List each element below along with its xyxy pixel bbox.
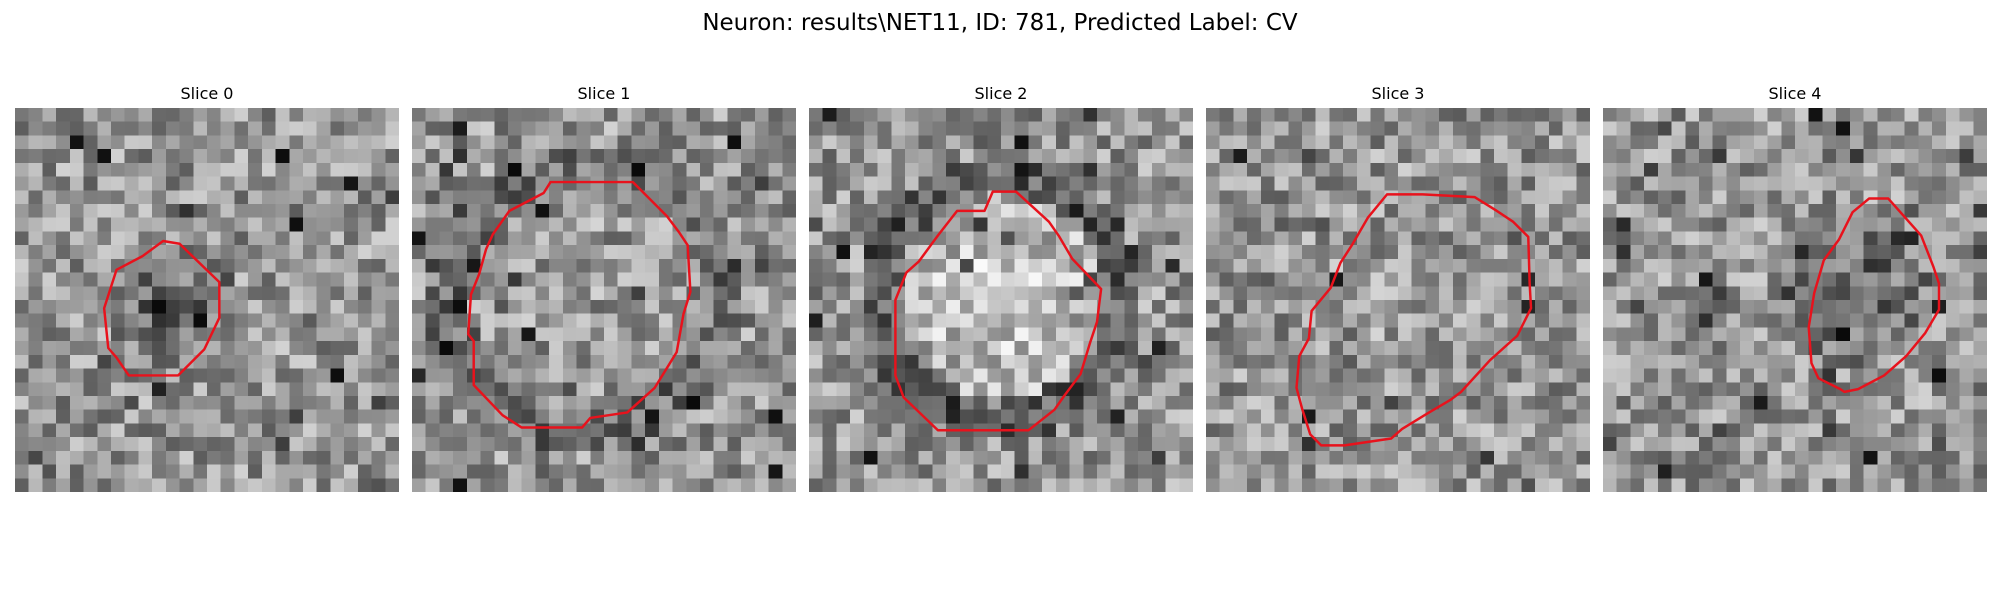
slice-title-1: Slice 1 bbox=[577, 84, 631, 103]
slice-image-1 bbox=[412, 108, 796, 492]
roi-contour-0 bbox=[102, 239, 221, 377]
roi-contour-4 bbox=[1807, 197, 1941, 394]
slice-image-4 bbox=[1603, 108, 1987, 492]
slice-panel-2: Slice 2 bbox=[809, 84, 1193, 492]
roi-contour-2 bbox=[894, 190, 1103, 432]
slice-panel-4: Slice 4 bbox=[1603, 84, 1987, 492]
slice-image-2 bbox=[809, 108, 1193, 492]
slice-title-0: Slice 0 bbox=[180, 84, 234, 103]
slice-panel-3: Slice 3 bbox=[1206, 84, 1590, 492]
slice-panel-0: Slice 0 bbox=[15, 84, 399, 492]
roi-contour-1 bbox=[466, 180, 692, 429]
slice-title-4: Slice 4 bbox=[1768, 84, 1822, 103]
slice-title-2: Slice 2 bbox=[974, 84, 1028, 103]
slice-image-0 bbox=[15, 108, 399, 492]
slice-image-3 bbox=[1206, 108, 1590, 492]
figure-title: Neuron: results\NET11, ID: 781, Predicte… bbox=[702, 10, 1298, 36]
roi-contour-3 bbox=[1295, 193, 1533, 447]
slice-panel-1: Slice 1 bbox=[412, 84, 796, 492]
slice-title-3: Slice 3 bbox=[1371, 84, 1425, 103]
